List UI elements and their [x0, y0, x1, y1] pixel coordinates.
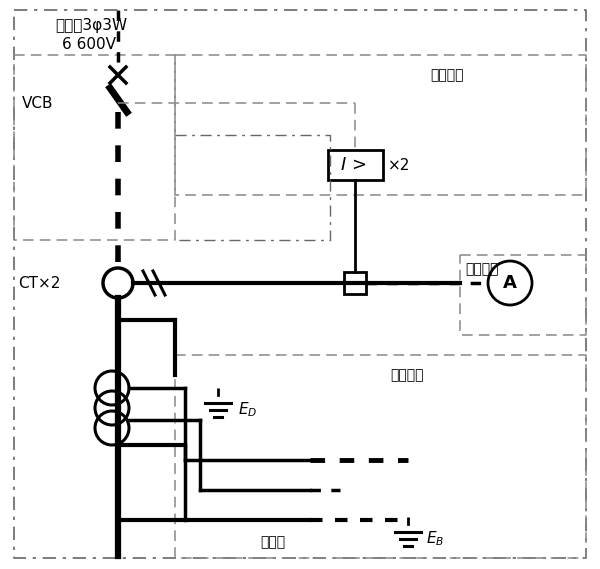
Text: 施工省略: 施工省略 — [390, 368, 424, 382]
Text: 施工省略: 施工省略 — [430, 68, 464, 82]
Text: 負荷へ: 負荷へ — [260, 535, 286, 549]
Text: 施工省略: 施工省略 — [465, 262, 499, 276]
Text: 電源　3φ3W: 電源 3φ3W — [55, 18, 127, 33]
Bar — [328, 150, 383, 180]
Text: $E_D$: $E_D$ — [238, 401, 257, 419]
Bar — [344, 272, 366, 294]
Text: $I$ >: $I$ > — [340, 156, 366, 174]
Text: ×2: ×2 — [388, 158, 410, 172]
Text: $E_B$: $E_B$ — [426, 530, 444, 549]
Text: 6 600V: 6 600V — [62, 37, 116, 52]
Text: VCB: VCB — [22, 96, 53, 110]
Text: CT×2: CT×2 — [18, 275, 61, 291]
Text: A: A — [503, 274, 517, 292]
